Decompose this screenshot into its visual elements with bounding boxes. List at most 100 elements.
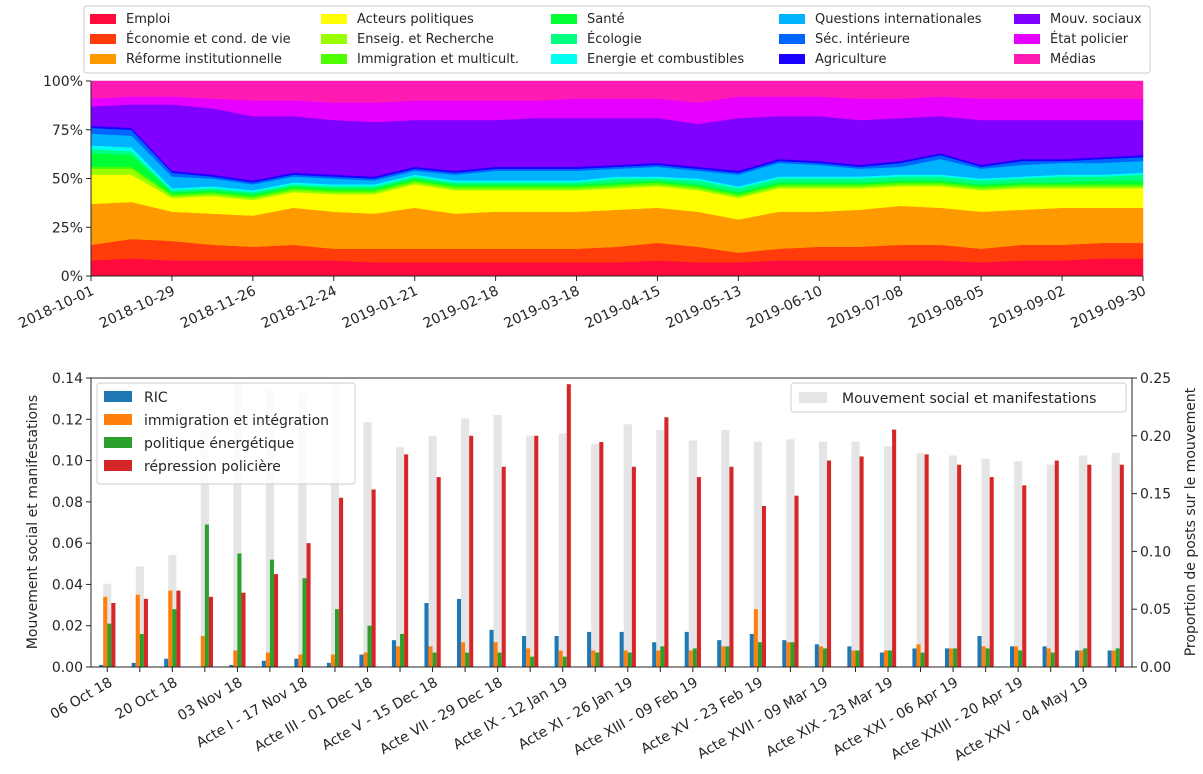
y-axis-label: Mouvement social et manifestations [25,395,41,649]
bar-politique-nerg-tique [139,633,144,667]
stacked-area-chart: 0%25%50%75%100% 2018-10-01 2018-10-29 2018… [16,5,1151,332]
y-tick-label: 50% [52,172,83,188]
bar-ric [294,658,299,667]
bar-politique-nerg-tique [172,609,177,667]
bar-ric [456,598,462,667]
y2-tick-label: 0.00 [1140,660,1171,676]
bar-r-pression-polici-re [957,464,962,667]
x-tick-label: Acte IX - 12 Jan 19 [451,675,571,754]
background-bar [916,453,925,667]
legend-swatch [551,54,577,64]
bar-ric [717,640,722,667]
bar-r-pression-polici-re [111,603,116,667]
bar-ric [944,648,950,667]
bar-immigration-et-int-gration [883,650,889,667]
bar-r-pression-polici-re [176,590,181,667]
bar-immigration-et-int-gration [656,650,661,667]
bar-immigration-et-int-gration [916,644,921,667]
y-axis-right: 0.00 0.05 0.10 0.15 0.20 0.25 [1132,371,1171,676]
bar-r-pression-polici-re [794,495,799,667]
bar-politique-nerg-tique [237,553,242,667]
legend-label: Mouv. sociaux [1050,12,1142,27]
bar-politique-nerg-tique [953,648,958,667]
bar-immigration-et-int-gration [949,648,954,667]
background-bar [1014,461,1023,667]
background-bar [493,414,502,667]
legend-label: Agriculture [815,52,887,67]
x-tick-label: 2019-04-15 [583,283,664,332]
bar-immigration-et-int-gration [168,590,173,667]
legend-label: Immigration et multicult. [357,52,519,67]
legend-label: Médias [1050,52,1096,67]
background-bar [558,433,567,667]
y-tick-label: 0.02 [52,619,83,635]
background-bar [363,421,372,667]
bar-ric [326,662,331,667]
bar-ric [847,646,852,667]
background-bar [428,435,437,667]
y-tick-label: 0.08 [52,495,83,511]
legend-label: Écologie [587,31,642,47]
legend-swatch [321,34,347,44]
legend-label: Questions internationales [815,12,982,27]
bar-ric [164,658,169,667]
bar-politique-nerg-tique [1050,652,1055,667]
legend-label: immigration et intégration [144,413,329,429]
bar-ric [652,642,657,667]
x-tick-label: 2018-11-26 [178,283,259,332]
bar-ric [489,629,494,667]
legend-swatch [90,34,116,44]
bar-politique-nerg-tique [269,559,274,667]
bar-immigration-et-int-gration [1046,648,1051,667]
bar-immigration-et-int-gration [818,646,823,667]
bar-politique-nerg-tique [334,609,340,667]
bar-r-pression-polici-re [436,477,441,667]
bar-immigration-et-int-gration [1111,650,1116,667]
legend-swatch [779,54,805,64]
background-bar [786,439,795,667]
legend-swatch [90,54,116,64]
bar-politique-nerg-tique [627,652,632,667]
bar-politique-nerg-tique [888,650,893,667]
background-bar [656,430,665,667]
bar-politique-nerg-tique [660,646,665,667]
legend-label: État policier [1050,31,1129,47]
bars [99,384,1124,667]
background-bar [330,383,340,667]
bar-politique-nerg-tique [985,648,990,667]
bar-r-pression-polici-re [1054,460,1059,667]
bar-r-pression-polici-re [599,441,604,667]
bar-r-pression-polici-re [371,489,376,667]
bar-immigration-et-int-gration [461,642,466,667]
bar-politique-nerg-tique [1115,648,1120,667]
legend-label: Séc. intérieure [815,32,910,47]
bar-immigration-et-int-gration [330,654,335,667]
x-tick-label: 2018-12-24 [259,283,340,332]
bar-politique-nerg-tique [497,652,502,667]
background-bar [949,455,958,667]
x-tick-label: 2019-03-18 [502,283,583,332]
bar-immigration-et-int-gration [103,596,108,667]
bar-immigration-et-int-gration [200,636,205,667]
legend-swatch [779,34,805,44]
legend-label: répression policière [144,459,281,475]
legend: Emploi Économie et cond. de vie Réforme in… [83,5,1151,74]
background-bar [265,389,274,667]
bar-ric [1042,646,1047,667]
bar-ric [749,633,754,667]
x-tick-label: 2019-01-21 [340,283,421,332]
bar-r-pression-polici-re [566,384,571,667]
bar-r-pression-polici-re [664,417,669,667]
bar-ric [1010,646,1015,667]
legend-label: Emploi [126,12,170,27]
x-tick-label: 06 Oct 18 [48,675,116,723]
x-tick-label: 20 Oct 18 [113,675,181,723]
legend-swatch [1014,34,1040,44]
bar-politique-nerg-tique [725,646,730,667]
bar-ric [99,664,104,667]
background-bar [461,418,470,667]
bar-r-pression-polici-re [273,574,279,667]
bar-politique-nerg-tique [855,650,860,667]
bar-politique-nerg-tique [790,642,795,667]
